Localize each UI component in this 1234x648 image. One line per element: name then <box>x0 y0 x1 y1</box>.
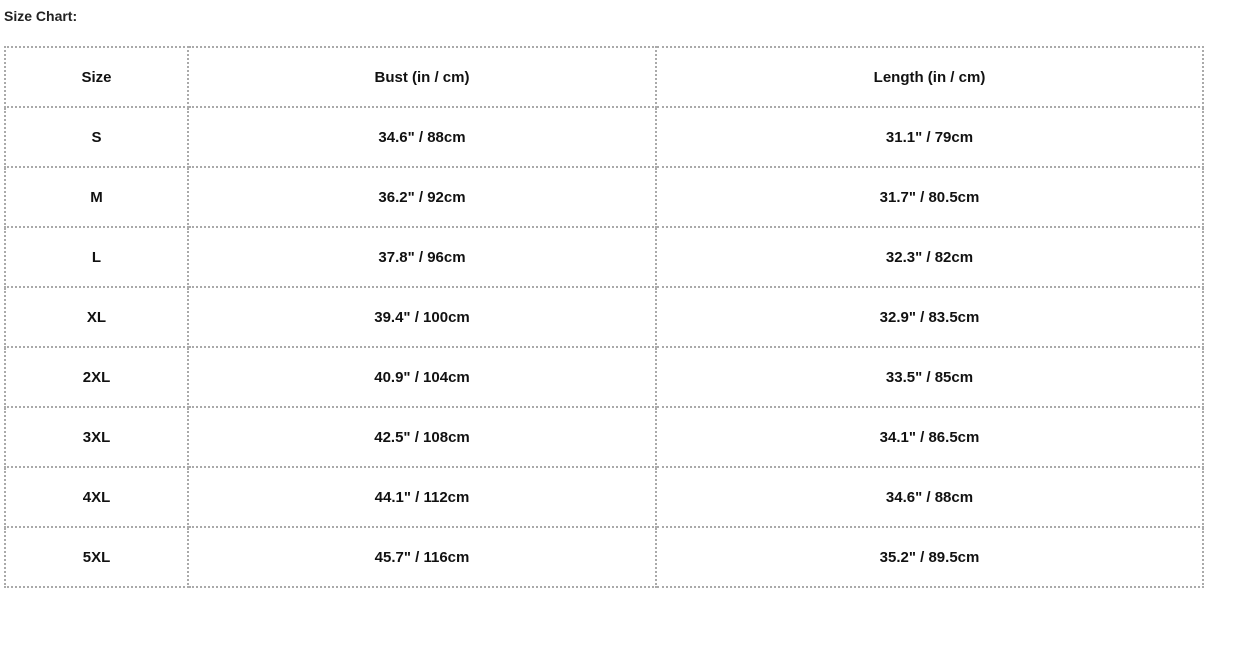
size-cell: 3XL <box>4 406 189 468</box>
bust-cell: 45.7" / 116cm <box>187 526 657 588</box>
bust-cell: 37.8" / 96cm <box>187 226 657 288</box>
length-cell: 34.6" / 88cm <box>655 466 1204 528</box>
size-cell: L <box>4 226 189 288</box>
bust-cell: 34.6" / 88cm <box>187 106 657 168</box>
length-cell: 32.9" / 83.5cm <box>655 286 1204 348</box>
header-bust: Bust (in / cm) <box>187 46 657 108</box>
table-row: 4XL 44.1" / 112cm 34.6" / 88cm <box>4 466 1204 528</box>
table-row: 2XL 40.9" / 104cm 33.5" / 85cm <box>4 346 1204 408</box>
table-row: L 37.8" / 96cm 32.3" / 82cm <box>4 226 1204 288</box>
table-row: S 34.6" / 88cm 31.1" / 79cm <box>4 106 1204 168</box>
length-cell: 32.3" / 82cm <box>655 226 1204 288</box>
size-cell: S <box>4 106 189 168</box>
length-cell: 33.5" / 85cm <box>655 346 1204 408</box>
bust-cell: 39.4" / 100cm <box>187 286 657 348</box>
table-row: M 36.2" / 92cm 31.7" / 80.5cm <box>4 166 1204 228</box>
table-row: XL 39.4" / 100cm 32.9" / 83.5cm <box>4 286 1204 348</box>
size-cell: 2XL <box>4 346 189 408</box>
size-cell: XL <box>4 286 189 348</box>
length-cell: 31.7" / 80.5cm <box>655 166 1204 228</box>
size-cell: 4XL <box>4 466 189 528</box>
table-row: 3XL 42.5" / 108cm 34.1" / 86.5cm <box>4 406 1204 468</box>
length-cell: 34.1" / 86.5cm <box>655 406 1204 468</box>
length-cell: 35.2" / 89.5cm <box>655 526 1204 588</box>
bust-cell: 36.2" / 92cm <box>187 166 657 228</box>
size-cell: M <box>4 166 189 228</box>
size-chart-table: Size Bust (in / cm) Length (in / cm) S 34… <box>4 46 1204 588</box>
length-cell: 31.1" / 79cm <box>655 106 1204 168</box>
bust-cell: 40.9" / 104cm <box>187 346 657 408</box>
size-chart-title: Size Chart: <box>4 8 78 24</box>
bust-cell: 44.1" / 112cm <box>187 466 657 528</box>
header-size: Size <box>4 46 189 108</box>
bust-cell: 42.5" / 108cm <box>187 406 657 468</box>
size-cell: 5XL <box>4 526 189 588</box>
table-header-row: Size Bust (in / cm) Length (in / cm) <box>4 46 1204 108</box>
header-length: Length (in / cm) <box>655 46 1204 108</box>
table-row: 5XL 45.7" / 116cm 35.2" / 89.5cm <box>4 526 1204 588</box>
